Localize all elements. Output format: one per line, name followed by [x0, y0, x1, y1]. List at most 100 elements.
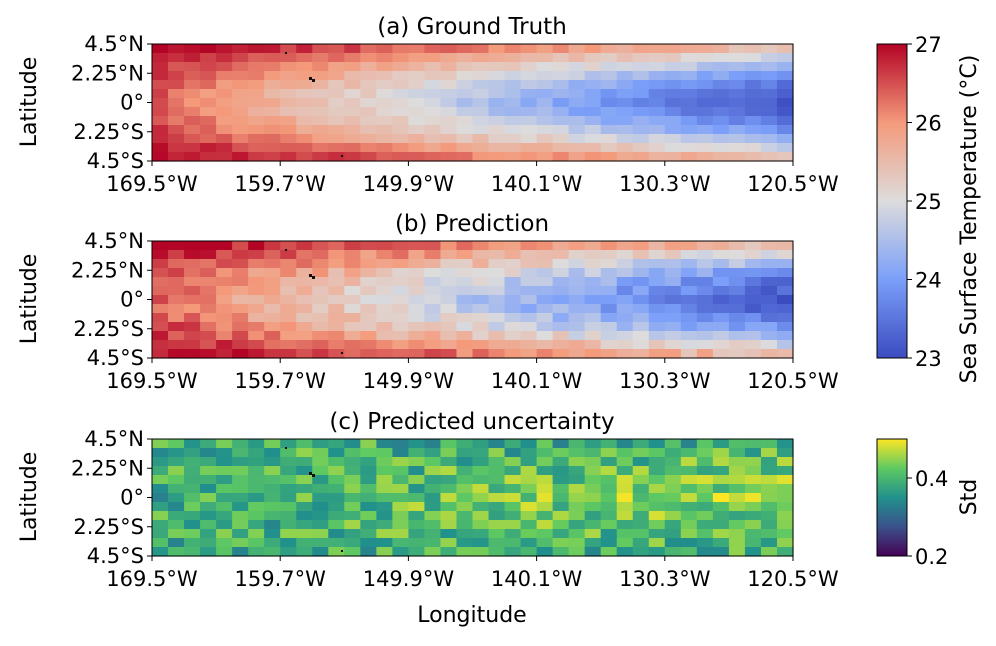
island-marker: [341, 550, 343, 552]
heatmap-cell: [424, 322, 442, 332]
heatmap-cell: [600, 322, 618, 332]
heatmap-cell: [360, 98, 377, 108]
heatmap-cell: [328, 493, 345, 503]
heatmap-cell: [712, 475, 730, 485]
heatmap-cell: [712, 250, 730, 260]
heatmap-cell: [408, 493, 426, 503]
heatmap-cell: [200, 98, 217, 108]
heatmap-cell: [472, 313, 490, 323]
heatmap-cell: [392, 107, 410, 117]
heatmap-cell: [408, 107, 426, 117]
heatmap-cell: [760, 107, 778, 117]
heatmap-cell: [248, 331, 265, 341]
heatmap-cell: [472, 134, 490, 144]
heatmap-cell: [648, 53, 666, 63]
heatmap-cell: [200, 457, 217, 467]
heatmap-cell: [392, 71, 410, 81]
heatmap-cell: [152, 547, 169, 557]
heatmap-cell: [216, 538, 233, 548]
heatmap-cell: [776, 340, 794, 350]
heatmap-cell: [440, 349, 458, 359]
heatmap-cell: [408, 89, 426, 99]
heatmap-cell: [408, 116, 426, 126]
heatmap-cell: [520, 143, 538, 153]
heatmap-cell: [744, 80, 762, 90]
heatmap-cell: [744, 547, 762, 557]
heatmap-cell: [696, 322, 714, 332]
heatmap-cell: [392, 268, 410, 278]
x-tick-label: 149.9°W: [363, 369, 455, 393]
heatmap-cell: [216, 529, 233, 539]
heatmap-cell: [392, 116, 410, 126]
heatmap-cell: [504, 89, 522, 99]
heatmap-cell: [376, 80, 393, 90]
heatmap-cell: [728, 89, 746, 99]
heatmap-cell: [200, 331, 217, 341]
heatmap-cell: [728, 466, 746, 476]
heatmap-cell: [344, 322, 361, 332]
heatmap-cell: [776, 71, 794, 81]
heatmap-cell: [776, 520, 794, 530]
heatmap-cell: [424, 439, 442, 449]
heatmap-cell: [584, 322, 602, 332]
heatmap-cell: [600, 448, 618, 458]
heatmap-cell: [776, 511, 794, 521]
heatmap-cell: [152, 116, 169, 126]
heatmap-cell: [424, 547, 442, 557]
heatmap-cell: [248, 439, 265, 449]
heatmap-cell: [248, 511, 265, 521]
heatmap-cell: [744, 493, 762, 503]
heatmap-cell: [616, 277, 634, 287]
x-tick-label: 120.5°W: [747, 567, 839, 591]
y-axis-label: Latitude: [17, 57, 42, 148]
heatmap-cell: [616, 134, 634, 144]
heatmap-cell: [312, 349, 329, 359]
heatmap-cell: [440, 241, 458, 251]
heatmap-cell: [232, 493, 249, 503]
heatmap-cell: [200, 116, 217, 126]
heatmap-cell: [152, 511, 169, 521]
heatmap-cell: [280, 349, 297, 359]
heatmap-cell: [648, 340, 666, 350]
heatmap-cell: [664, 529, 682, 539]
heatmap-cell: [168, 484, 185, 494]
heatmap-cell: [680, 98, 698, 108]
heatmap-cell: [696, 125, 714, 135]
heatmap-cell: [680, 116, 698, 126]
heatmap-cell: [200, 475, 217, 485]
heatmap-cell: [312, 80, 329, 90]
heatmap-cell: [616, 295, 634, 305]
heatmap-cell: [584, 268, 602, 278]
heatmap-cell: [248, 89, 265, 99]
heatmap-cell: [552, 277, 570, 287]
heatmap-cell: [360, 250, 377, 260]
heatmap-cell: [776, 241, 794, 251]
heatmap-cell: [664, 511, 682, 521]
heatmap-cell: [472, 304, 490, 314]
heatmap-cell: [312, 277, 329, 287]
heatmap-cell: [424, 340, 442, 350]
heatmap-cell: [632, 439, 650, 449]
heatmap-cell: [280, 250, 297, 260]
heatmap-cell: [536, 331, 554, 341]
heatmap-cell: [376, 89, 393, 99]
heatmap-cell: [344, 295, 361, 305]
heatmap-cell: [232, 107, 249, 117]
heatmap-cell: [568, 53, 586, 63]
heatmap-cell: [712, 502, 730, 512]
heatmap-cell: [440, 457, 458, 467]
heatmap-cell: [776, 439, 794, 449]
heatmap-cell: [600, 493, 618, 503]
heatmap-cell: [776, 152, 794, 162]
heatmap-cell: [424, 466, 442, 476]
heatmap-cell: [456, 304, 474, 314]
heatmap-cell: [424, 529, 442, 539]
heatmap-cell: [456, 295, 474, 305]
x-tick-label: 130.3°W: [619, 567, 711, 591]
heatmap-cell: [632, 125, 650, 135]
heatmap-cell: [680, 484, 698, 494]
heatmap-cell: [568, 98, 586, 108]
heatmap-cell: [376, 125, 393, 135]
heatmap-cell: [200, 466, 217, 476]
heatmap-cell: [296, 349, 313, 359]
